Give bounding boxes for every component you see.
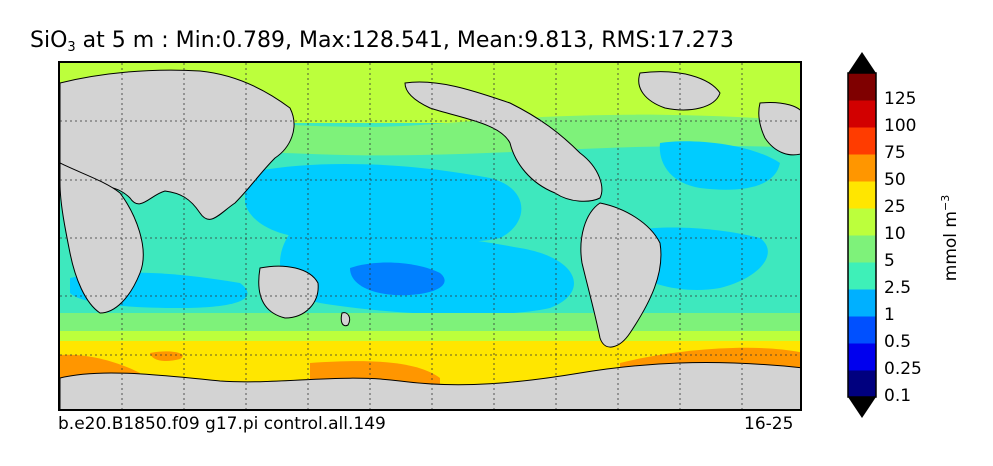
map-canvas xyxy=(60,63,800,409)
run-name-caption: b.e20.B1850.f09 g17.pi control.all.149 xyxy=(58,414,386,434)
north-atlantic-low-pool xyxy=(659,141,780,190)
colorbar-tick-label: 0.25 xyxy=(884,359,922,379)
title-species: SiO xyxy=(30,28,68,53)
colorbar-segment xyxy=(848,73,876,101)
antarctica-land xyxy=(60,362,800,409)
south-america-land xyxy=(580,202,662,348)
colorbar-tick-label: 10 xyxy=(884,224,906,244)
map-title: SiO3 at 5 m : Min:0.789, Max:128.541, Me… xyxy=(30,28,734,55)
colorbar-segment xyxy=(848,127,876,155)
units-exponent: −3 xyxy=(939,194,953,211)
colorbar-tick-label: 25 xyxy=(884,197,906,217)
greenland-land xyxy=(638,71,721,111)
colorbar-segment xyxy=(848,316,876,344)
colorbar-tick-label: 100 xyxy=(884,116,917,136)
colorbar-tick-label: 1 xyxy=(884,305,895,325)
north-america-land xyxy=(404,81,603,202)
title-species-subscript: 3 xyxy=(67,40,76,55)
colorbar-tick-label: 125 xyxy=(884,89,917,109)
colorbar-outline xyxy=(847,72,877,398)
colorbar-segment xyxy=(848,100,876,128)
australia-land xyxy=(258,265,319,319)
colorbar-tick-label: 5 xyxy=(884,251,895,271)
colorbar-segment xyxy=(848,181,876,209)
colorbar-segments xyxy=(848,73,876,398)
north-pacific-low-pool xyxy=(245,163,522,242)
colorbar-tick-label: 75 xyxy=(884,143,906,163)
colorbar-segment xyxy=(848,370,876,398)
south-pacific-gyre-core xyxy=(350,262,445,296)
colorbar-tick-label: 2.5 xyxy=(884,278,912,298)
colorbar-segment xyxy=(848,208,876,236)
colorbar xyxy=(847,52,877,418)
western-europe-land xyxy=(758,102,800,156)
colorbar-units-label: mmol m−3 xyxy=(939,195,961,281)
colorbar-top-extension xyxy=(848,52,876,73)
units-main: mmol m xyxy=(940,211,961,282)
antarctic-orange-patch xyxy=(150,351,183,361)
colorbar-segment xyxy=(848,262,876,290)
colorbar-segment xyxy=(848,235,876,263)
colorbar-tick-label: 0.1 xyxy=(884,386,912,406)
colorbar-tick-label: 50 xyxy=(884,170,906,190)
title-stats: at 5 m : Min:0.789, Max:128.541, Mean:9.… xyxy=(75,28,734,53)
new-zealand-land xyxy=(340,312,351,327)
map-panel xyxy=(58,61,802,411)
year-range-caption: 16-25 xyxy=(744,414,794,434)
colorbar-segment xyxy=(848,343,876,371)
graticule xyxy=(60,63,800,409)
colorbar-segment xyxy=(848,289,876,317)
colorbar-tick-label: 0.5 xyxy=(884,332,912,352)
colorbar-bottom-extension xyxy=(848,397,876,418)
colorbar-segment xyxy=(848,154,876,182)
